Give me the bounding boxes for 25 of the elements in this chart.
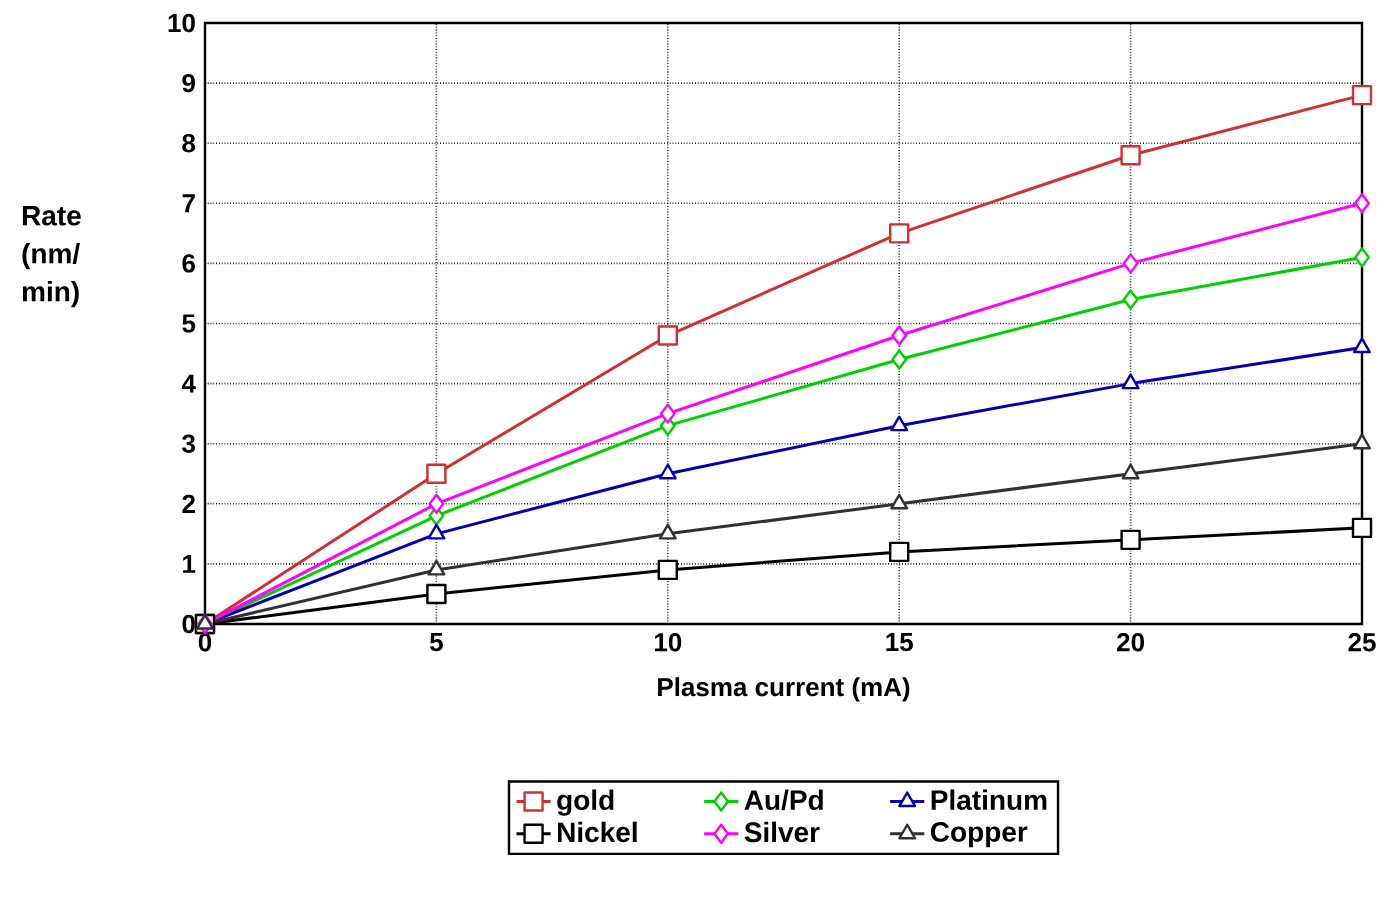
legend-label: Au/Pd xyxy=(744,789,823,811)
legend-label: Platinum xyxy=(931,789,1047,811)
y-tick-label: 8 xyxy=(182,133,196,153)
y-tick-label: 6 xyxy=(182,254,195,273)
y-tick-label: 4 xyxy=(181,374,196,393)
y-tick-label: 10 xyxy=(168,13,195,33)
x-tick-label: 5 xyxy=(429,633,443,652)
legend-label: Copper xyxy=(930,822,1028,848)
legend-label: gold xyxy=(557,789,614,816)
y-tick-label: 0 xyxy=(182,614,195,634)
y-tick-label: 2 xyxy=(182,494,195,513)
legend-label: Silver xyxy=(744,821,820,843)
x-axis-title: Plasma current (mA) xyxy=(658,677,910,702)
y-tick-label: 3 xyxy=(182,434,195,453)
x-tick-label: 15 xyxy=(886,633,913,652)
legend-label: Nickel xyxy=(558,821,637,843)
y-tick-label: 7 xyxy=(182,194,195,213)
x-tick-label: 20 xyxy=(1117,633,1144,652)
x-tick-label: 10 xyxy=(654,633,682,652)
x-tick-label: 0 xyxy=(198,633,212,652)
y-axis-title: Rate (nm/ min) xyxy=(22,206,81,308)
x-tick-label: 25 xyxy=(1348,633,1376,652)
y-tick-label: 9 xyxy=(182,73,195,93)
y-tick-label: 5 xyxy=(182,314,196,333)
y-tick-label: 1 xyxy=(183,554,196,573)
